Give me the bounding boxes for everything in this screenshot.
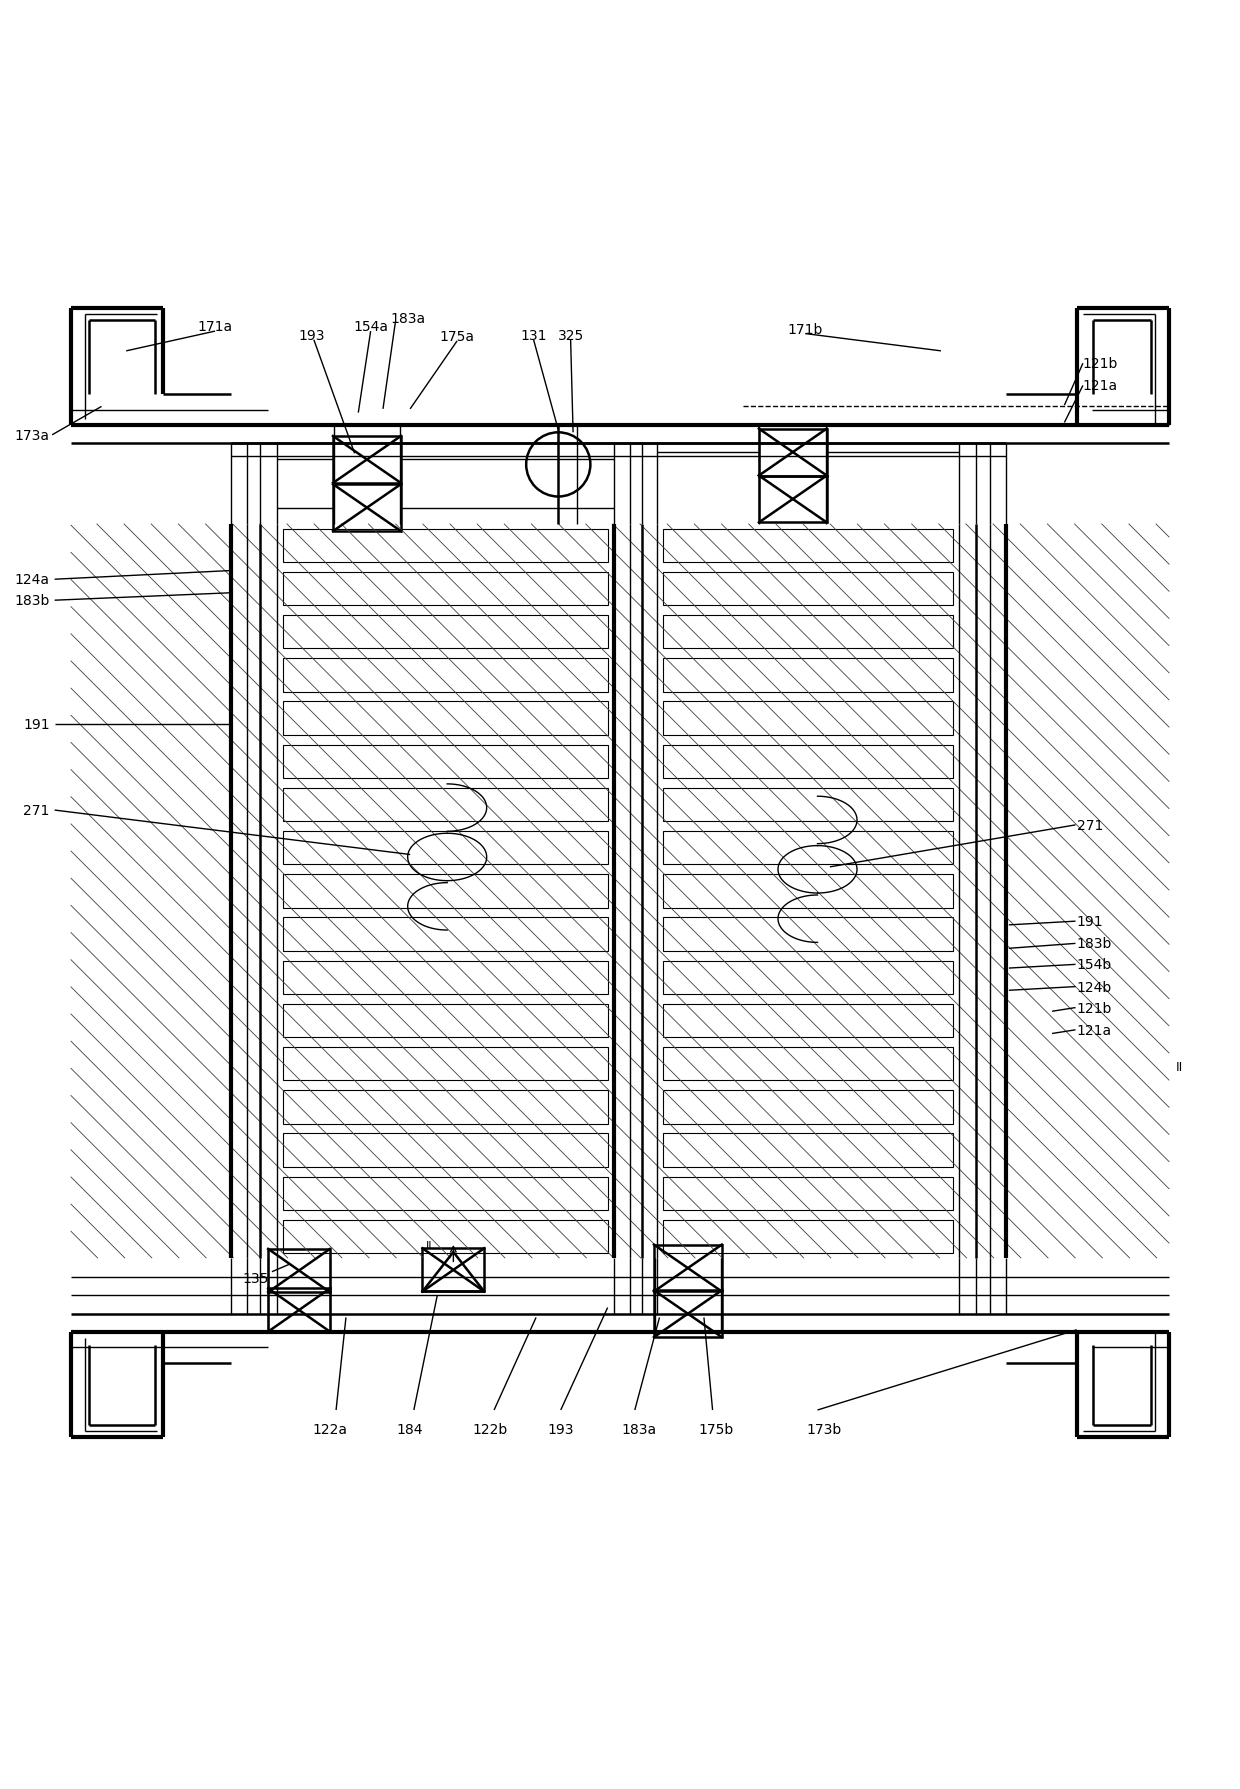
Text: 154b: 154b	[1076, 957, 1112, 971]
Bar	[334, 485, 401, 531]
Bar	[663, 658, 954, 692]
Text: 124b: 124b	[1076, 980, 1112, 995]
Bar	[268, 1288, 330, 1331]
Text: 121b: 121b	[1083, 358, 1118, 370]
Bar	[283, 701, 608, 735]
Text: 183b: 183b	[1076, 937, 1112, 950]
Text: 121b: 121b	[1076, 1002, 1112, 1014]
Bar	[283, 1091, 608, 1123]
Text: 124a: 124a	[15, 572, 50, 587]
Bar	[283, 1220, 608, 1254]
Bar	[663, 1004, 954, 1038]
Bar	[334, 437, 401, 483]
Bar	[283, 961, 608, 995]
Bar	[663, 572, 954, 606]
Text: 184: 184	[397, 1422, 423, 1437]
Bar	[653, 1290, 722, 1338]
Bar	[663, 918, 954, 952]
Bar	[759, 476, 827, 522]
Bar	[663, 832, 954, 864]
Bar	[283, 1048, 608, 1081]
Text: 122a: 122a	[312, 1422, 347, 1437]
Bar	[663, 530, 954, 562]
Bar	[283, 530, 608, 562]
Bar	[663, 615, 954, 649]
Bar	[283, 789, 608, 821]
Bar	[663, 1177, 954, 1211]
Bar	[283, 1177, 608, 1211]
Text: 175b: 175b	[698, 1422, 734, 1437]
Bar	[663, 961, 954, 995]
Bar	[283, 572, 608, 606]
Text: 173b: 173b	[806, 1422, 841, 1437]
Bar	[663, 1134, 954, 1166]
Text: 183b: 183b	[15, 594, 50, 608]
Text: II: II	[427, 1240, 433, 1251]
Text: 131: 131	[521, 329, 547, 343]
Bar	[663, 701, 954, 735]
Bar	[283, 615, 608, 649]
Bar	[423, 1249, 484, 1292]
Text: II: II	[1176, 1061, 1183, 1073]
Bar	[283, 1004, 608, 1038]
Bar	[663, 1091, 954, 1123]
Text: 171b: 171b	[787, 322, 823, 336]
Text: 183a: 183a	[391, 311, 425, 326]
Bar	[283, 875, 608, 909]
Text: 121a: 121a	[1083, 379, 1118, 394]
Bar	[283, 1134, 608, 1166]
Text: 191: 191	[1076, 914, 1104, 928]
Text: 175a: 175a	[439, 329, 475, 343]
Text: 121a: 121a	[1076, 1023, 1112, 1038]
Text: 325: 325	[558, 329, 584, 343]
Text: 193: 193	[298, 329, 325, 343]
Text: 173a: 173a	[15, 429, 50, 442]
Bar	[653, 1245, 722, 1292]
Text: 271: 271	[24, 803, 50, 818]
Bar	[663, 875, 954, 909]
Text: 193: 193	[548, 1422, 574, 1437]
Bar	[663, 746, 954, 778]
Bar	[663, 789, 954, 821]
Text: 122b: 122b	[472, 1422, 508, 1437]
Bar	[663, 1220, 954, 1254]
Bar	[759, 429, 827, 476]
Text: 154a: 154a	[353, 320, 388, 335]
Bar	[268, 1249, 330, 1292]
Bar	[283, 746, 608, 778]
Bar	[283, 918, 608, 952]
Text: 135: 135	[243, 1270, 269, 1285]
Text: 271: 271	[1076, 818, 1104, 832]
Bar	[663, 1048, 954, 1081]
Bar	[283, 832, 608, 864]
Text: 191: 191	[24, 717, 50, 732]
Text: 183a: 183a	[621, 1422, 656, 1437]
Text: 171a: 171a	[197, 320, 233, 335]
Bar	[283, 658, 608, 692]
